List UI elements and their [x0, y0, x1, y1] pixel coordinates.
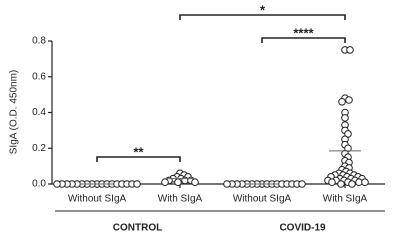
data-point — [346, 46, 354, 54]
y-tick-label: 0.6 — [32, 71, 46, 82]
data-point — [338, 97, 346, 106]
significance-label: ** — [133, 144, 144, 159]
data-point — [53, 180, 61, 188]
data-point — [133, 180, 141, 188]
y-axis-label: SIgA (O.D. 450nm) — [9, 70, 20, 154]
data-point — [348, 180, 356, 188]
x-tick-label: Without SIgA — [233, 194, 292, 205]
data-point — [337, 180, 345, 188]
data-point — [345, 96, 353, 104]
data-point — [174, 178, 182, 187]
x-tick-label: Without SIgA — [68, 194, 127, 205]
y-tick-label: 0.2 — [32, 143, 46, 154]
significance-label: * — [260, 2, 266, 17]
data-point — [328, 178, 336, 187]
data-point — [361, 178, 369, 187]
group-label: COVID-19 — [279, 223, 326, 234]
data-point — [341, 114, 349, 122]
significance-bracket — [96, 156, 181, 162]
group-label: CONTROL — [113, 223, 162, 234]
data-point — [161, 178, 169, 187]
data-point — [223, 180, 231, 188]
significance-bracket — [179, 14, 346, 20]
y-tick-label: 0.8 — [32, 36, 46, 47]
x-tick-label: With SIgA — [323, 194, 368, 205]
y-tick-label: 0.0 — [32, 179, 46, 190]
data-point — [298, 180, 306, 188]
significance-bracket — [261, 37, 346, 43]
y-tick-label: 0.4 — [32, 107, 46, 118]
data-point — [191, 178, 199, 187]
x-tick-label: With SIgA — [158, 194, 203, 205]
significance-label: **** — [293, 25, 314, 40]
